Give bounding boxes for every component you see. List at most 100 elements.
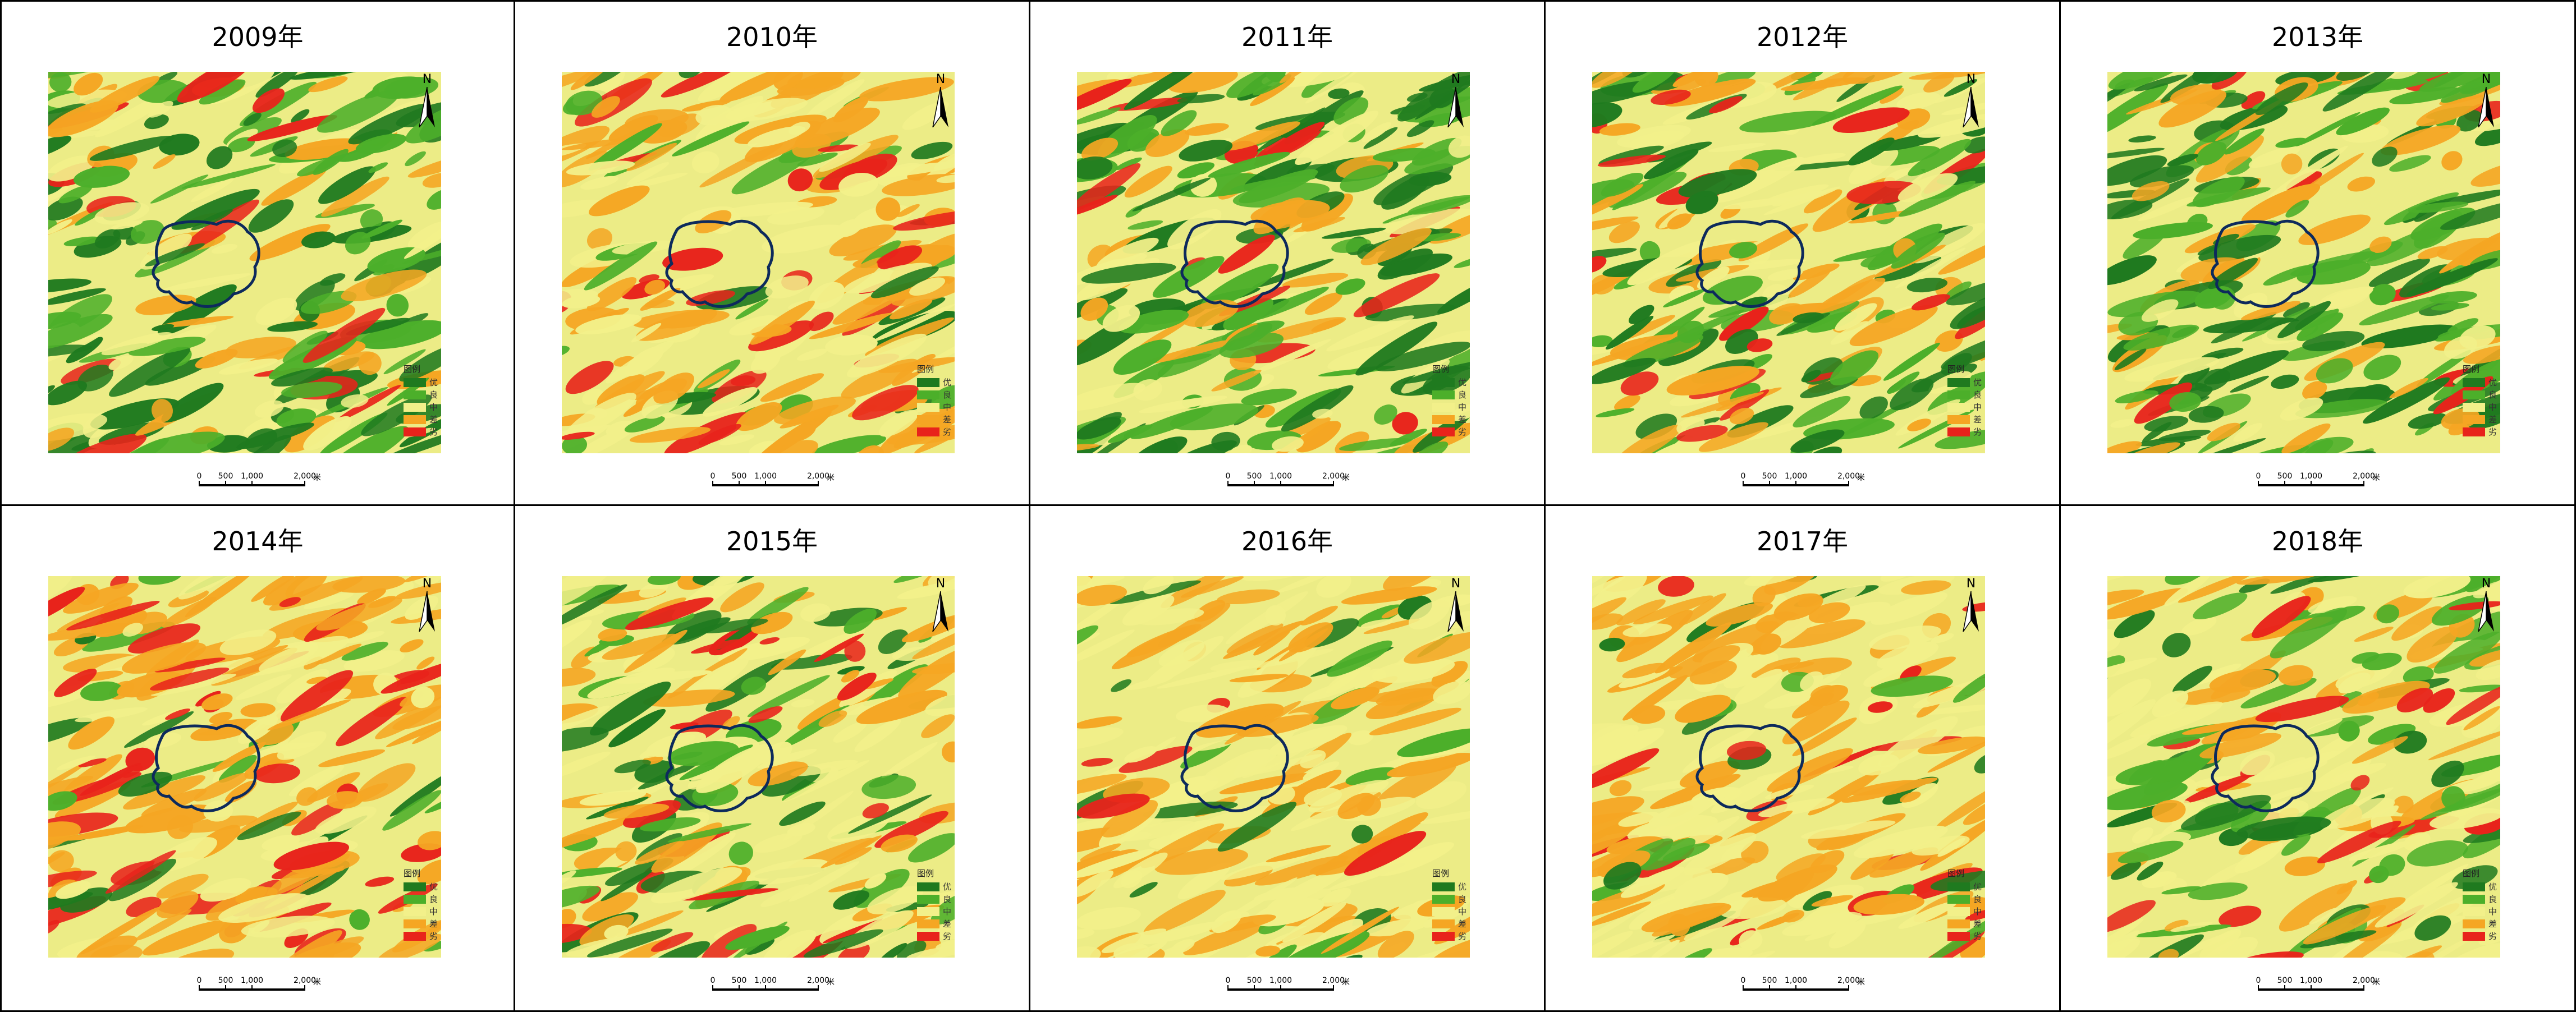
scale-tick-mark [1280,985,1281,991]
land-patch [365,876,395,887]
land-patch [1254,648,1334,668]
land-patch [797,152,838,167]
land-patch [1344,831,1427,876]
land-patch [1620,867,1685,898]
land-patch [1680,392,1764,418]
land-patch [2350,775,2370,791]
land-patch [2463,820,2500,843]
scale-tick-label: 米 [313,978,321,987]
land-patch [2407,626,2458,663]
land-patch [2137,861,2164,881]
land-patch [1678,169,1757,198]
land-patch [1326,315,1414,352]
land-patch [1620,371,1659,396]
land-patch [1791,692,1834,719]
land-patch [402,242,441,264]
land-patch [588,185,650,217]
land-patch [914,412,955,453]
land-patch [2120,442,2180,453]
panel-title: 2011年 [1241,22,1333,52]
land-patch [790,760,858,776]
land-patch [1431,661,1468,687]
land-patch [336,697,408,747]
land-patch [1923,73,1955,93]
land-patch [1683,832,1757,875]
legend-label: 中 [943,402,952,412]
land-patch [1944,79,1978,97]
land-patch [1170,403,1259,431]
land-patch [2234,951,2304,958]
land-patch [2213,233,2239,245]
land-patch [812,435,886,453]
scale-tick-label: 2,000 [806,976,830,985]
legend-swatch [917,895,939,904]
scale-tick-label: 米 [1342,473,1350,482]
land-patch [2368,724,2416,745]
land-patch [1911,294,1950,311]
land-patch [1633,595,1713,625]
land-patch [2129,165,2194,188]
land-patch [1747,338,1773,352]
scale-tick-label: 500 [218,472,233,481]
map-panel: 2013年 N 图例优良中差劣 0 500 1,000 2,000 米 [2061,0,2576,506]
legend-label: 良 [1458,390,1467,400]
land-patch [1606,315,1654,350]
legend-label: 差 [1458,919,1467,929]
land-patch [389,769,441,817]
land-patch [1113,339,1172,375]
scale-tick-label: 米 [2372,473,2380,482]
legend-swatch [2463,907,2485,916]
land-patch [1077,79,1132,115]
land-patch [1077,625,1099,653]
land-patch [380,428,441,453]
land-patch [1917,736,1985,755]
panel-title: 2014年 [212,526,304,556]
land-patch [150,174,209,204]
land-patch [861,775,916,799]
legend-swatch [1432,390,1455,399]
land-patch [252,88,285,113]
scale-bar: 0 500 1,000 2,000 米 [706,976,863,999]
land-patch [2108,72,2190,90]
land-patch [1357,812,1428,854]
land-patch [2267,145,2348,199]
land-patch [1723,197,1791,210]
land-patch [803,929,883,958]
land-patch [2241,301,2301,320]
land-patch [562,584,627,631]
land-patch [2389,155,2431,172]
land-patch [1859,396,1888,420]
land-patch [643,689,735,707]
land-patch [869,311,955,346]
land-patch [2181,617,2217,636]
land-patch [768,649,806,675]
land-patch [1204,758,1268,781]
land-patch [908,833,955,863]
land-patch [1077,716,1122,729]
scale-tick-label: 500 [218,976,233,985]
land-patch [1250,200,1330,226]
land-patch [2362,652,2402,670]
land-patch [254,400,284,418]
study-area-boundary [2211,219,2320,308]
legend-swatch [1947,932,1970,941]
scale-tick-mark [1743,481,1744,486]
scale-tick-label: 1,000 [754,472,777,481]
land-patch [1420,809,1470,824]
land-patch [1965,909,1985,921]
land-patch [1080,297,1108,321]
land-patch [383,349,426,375]
legend-item: 劣 [1432,930,1469,942]
scale-bar: 0 500 1,000 2,000 米 [1221,976,1378,999]
land-patch [837,666,865,675]
scale-tick-mark [1333,985,1334,991]
legend-swatch [404,427,426,436]
land-patch [63,236,101,246]
land-patch [603,803,670,819]
land-patch [1295,889,1331,901]
legend-title: 图例 [1432,364,1450,374]
legend-swatch [404,932,426,941]
land-patch [1077,417,1121,440]
land-patch [49,72,72,93]
north-label: N [1451,577,1461,591]
